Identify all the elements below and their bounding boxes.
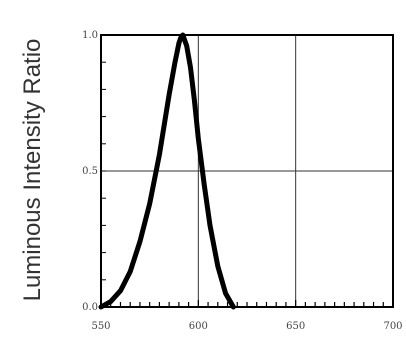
x-tick-label-550: 550 <box>91 321 110 332</box>
x-tick-label-700: 700 <box>383 321 402 332</box>
y-tick-label-0.0: 0.0 <box>82 302 98 313</box>
x-tick-label-650: 650 <box>286 321 305 332</box>
x-tick-label-600: 600 <box>189 321 208 332</box>
y-tick-label-0.5: 0.5 <box>82 166 98 177</box>
series-line-0 <box>98 32 236 310</box>
y-tick-label-1.0: 1.0 <box>82 30 98 41</box>
y-axis-label: Luminous Intensity Ratio <box>19 39 46 302</box>
